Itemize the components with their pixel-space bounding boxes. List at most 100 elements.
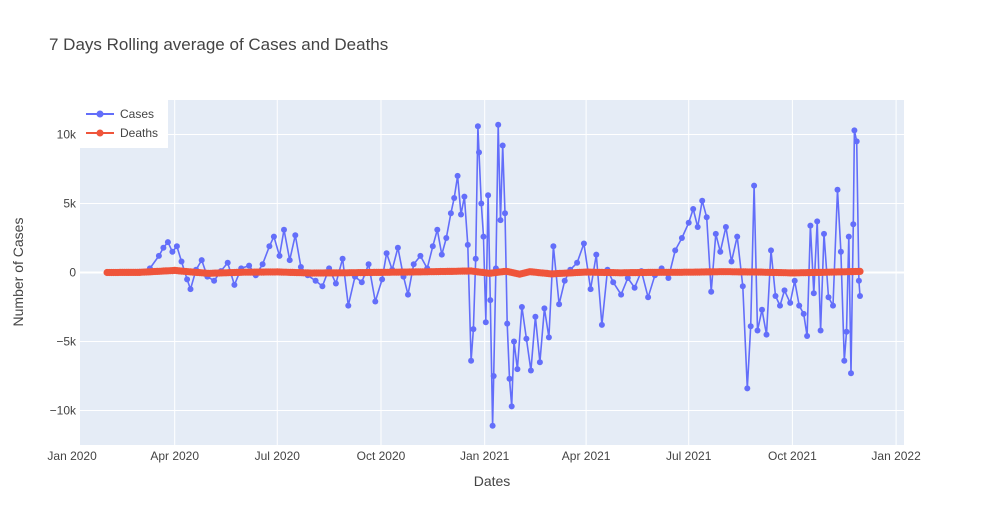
data-point-cases: [518, 304, 525, 310]
data-point-cases: [312, 277, 319, 284]
legend-box: [80, 100, 168, 148]
data-point-cases: [224, 259, 231, 266]
data-point-cases: [504, 320, 511, 327]
data-point-cases: [417, 252, 424, 259]
data-point-cases: [781, 287, 788, 294]
data-point-cases: [383, 250, 390, 257]
data-point-cases: [339, 255, 346, 262]
data-point-cases: [598, 321, 605, 328]
data-point-cases: [332, 280, 339, 287]
data-point-cases: [754, 327, 761, 334]
data-point-cases: [470, 326, 477, 333]
data-point-cases: [580, 240, 587, 247]
x-tick-label: Jul 2021: [666, 449, 712, 463]
data-point-cases: [345, 302, 352, 309]
data-point-cases: [429, 243, 436, 250]
data-point-cases: [708, 288, 715, 295]
data-point-cases: [690, 206, 697, 212]
data-point-cases: [198, 257, 205, 264]
data-point-cases: [817, 327, 824, 334]
legend-label-deaths: Deaths: [120, 126, 158, 140]
series-layer: [103, 121, 864, 429]
data-point-cases: [772, 293, 779, 299]
data-point-cases: [211, 277, 218, 284]
data-point-cases: [739, 283, 746, 290]
x-tick-label: Oct 2020: [357, 449, 406, 463]
legend-marker-deaths: [96, 129, 104, 137]
data-point-cases: [610, 279, 617, 286]
legend: Cases Deaths: [80, 100, 168, 148]
y-axis-ticks: 10k 5k 0 −5k −10k: [50, 128, 77, 418]
data-point-cases: [850, 221, 857, 228]
data-point-cases: [800, 310, 807, 317]
y-tick-label: −5k: [56, 335, 77, 349]
data-point-cases: [545, 334, 552, 341]
x-axis-ticks: Jan 2020 Apr 2020 Jul 2020 Oct 2020 Jan 2021…: [47, 449, 921, 463]
data-point-cases: [372, 298, 379, 305]
data-point-cases: [365, 261, 372, 268]
data-point-cases: [495, 121, 502, 128]
data-point-cases: [438, 251, 445, 258]
data-point-cases: [843, 328, 850, 335]
x-tick-label: Apr 2020: [150, 449, 199, 463]
data-point-cases: [672, 247, 679, 254]
x-tick-label: Jan 2021: [460, 449, 510, 463]
y-tick-label: 10k: [57, 128, 77, 142]
data-point-cases: [845, 233, 852, 240]
legend-item-deaths[interactable]: Deaths: [86, 126, 158, 140]
data-point-cases: [763, 331, 770, 338]
data-point-cases: [561, 277, 568, 284]
data-point-cases: [768, 247, 774, 254]
legend-marker-cases: [96, 110, 104, 118]
data-point-cases: [499, 142, 506, 149]
data-point-cases: [497, 217, 504, 224]
data-point-cases: [508, 403, 515, 410]
data-point-cases: [480, 233, 487, 240]
data-point-cases: [703, 214, 710, 221]
data-point-cases: [810, 290, 817, 297]
data-point-cases: [506, 375, 513, 382]
data-point-cases: [485, 192, 492, 199]
data-point-cases: [476, 149, 482, 156]
data-point-cases: [474, 123, 481, 130]
data-point-cases: [855, 277, 862, 284]
data-point-cases: [618, 291, 625, 298]
data-point-cases: [624, 275, 631, 281]
legend-item-cases[interactable]: Cases: [86, 107, 154, 121]
data-point-cases: [728, 258, 735, 265]
data-point-cases: [814, 218, 821, 225]
data-point-cases: [532, 313, 539, 320]
data-point-cases: [468, 357, 475, 364]
data-point-cases: [434, 226, 441, 233]
data-point-cases: [645, 294, 652, 301]
data-point-cases: [747, 323, 754, 330]
series-deaths: [103, 266, 864, 278]
data-point-deaths: [856, 267, 864, 275]
data-point-cases: [472, 255, 479, 262]
data-point-cases: [777, 302, 783, 309]
data-point-cases: [841, 357, 848, 364]
data-point-cases: [734, 233, 741, 240]
data-point-cases: [281, 226, 287, 233]
data-point-cases: [685, 219, 692, 226]
data-point-cases: [744, 385, 751, 392]
data-point-cases: [694, 224, 701, 230]
data-point-cases: [759, 306, 765, 313]
data-point-cases: [276, 252, 283, 259]
data-point-cases: [447, 210, 454, 217]
data-point-cases: [292, 232, 299, 239]
data-point-cases: [791, 277, 798, 284]
data-point-cases: [394, 244, 401, 251]
data-point-cases: [155, 252, 162, 259]
data-point-cases: [837, 248, 844, 255]
data-point-cases: [830, 302, 836, 309]
data-point-cases: [490, 373, 497, 379]
y-tick-label: 0: [69, 266, 76, 280]
data-point-cases: [857, 293, 863, 299]
data-point-cases: [178, 258, 185, 265]
data-point-cases: [631, 284, 638, 291]
data-point-cases: [821, 230, 827, 237]
data-point-cases: [246, 262, 253, 269]
data-point-cases: [461, 193, 468, 200]
